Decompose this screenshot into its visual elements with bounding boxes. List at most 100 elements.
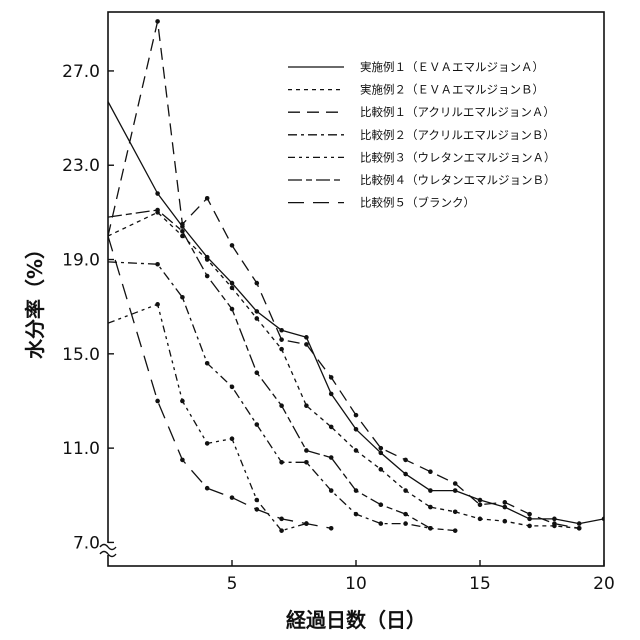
data-point — [478, 517, 483, 522]
data-point — [304, 460, 309, 465]
data-point — [304, 448, 309, 453]
x-tick-label: 20 — [593, 574, 615, 594]
data-point — [155, 19, 160, 24]
legend-label: 比較例３（ウレタンエマルジョンＡ） — [360, 150, 556, 164]
data-point — [155, 191, 160, 196]
data-point — [279, 403, 284, 408]
data-point — [205, 274, 210, 279]
data-point — [403, 512, 408, 517]
series-2 — [108, 210, 582, 530]
series-7 — [108, 236, 334, 531]
data-point — [230, 286, 235, 291]
data-point — [155, 262, 160, 267]
data-point — [354, 488, 359, 493]
data-point — [254, 309, 259, 314]
data-point — [205, 441, 210, 446]
y-tick-label: 19.0 — [62, 251, 100, 271]
data-point — [453, 528, 458, 533]
data-point — [428, 469, 433, 474]
series-line — [108, 212, 579, 528]
data-point — [527, 512, 532, 517]
y-tick-label: 15.0 — [62, 345, 100, 365]
data-point — [379, 451, 384, 456]
data-point — [279, 328, 284, 333]
data-point — [503, 500, 508, 505]
series-1 — [108, 102, 606, 526]
series-line — [108, 210, 455, 531]
data-point — [354, 448, 359, 453]
data-point — [428, 526, 433, 531]
data-point — [279, 337, 284, 342]
data-point — [403, 521, 408, 526]
data-point — [205, 196, 210, 201]
data-point — [453, 488, 458, 493]
series-line — [108, 236, 331, 528]
legend-label: 比較例４（ウレタンエマルジョンＢ） — [360, 173, 556, 187]
data-point — [155, 208, 160, 213]
data-point — [279, 347, 284, 352]
legend-entry-4: 比較例２（アクリルエマルジョンＢ） — [288, 128, 555, 142]
y-tick-label: 11.0 — [62, 439, 100, 459]
data-point — [230, 307, 235, 312]
data-point — [180, 399, 185, 404]
y-tick-label: 27.0 — [62, 62, 100, 82]
legend-label: 比較例１（アクリルエマルジョンＡ） — [360, 105, 555, 119]
data-point — [354, 413, 359, 418]
data-point — [205, 257, 210, 262]
data-point — [552, 517, 557, 522]
y-tick-label: 7.0 — [73, 533, 100, 553]
legend-entry-7: 比較例５（ブランク） — [288, 196, 475, 210]
legend-entry-1: 実施例１（ＥＶＡエマルジョンＡ） — [288, 60, 544, 74]
data-point — [379, 521, 384, 526]
data-point — [279, 517, 284, 522]
legend-entry-2: 実施例２（ＥＶＡエマルジョンＢ） — [288, 83, 544, 97]
data-point — [230, 385, 235, 390]
data-point — [304, 342, 309, 347]
data-point — [379, 467, 384, 472]
data-point — [478, 498, 483, 503]
data-point — [577, 521, 582, 526]
legend-label: 実施例２（ＥＶＡエマルジョンＢ） — [360, 83, 544, 97]
legend-entry-6: 比較例４（ウレタンエマルジョンＢ） — [288, 173, 556, 187]
data-point — [453, 509, 458, 514]
data-point — [403, 458, 408, 463]
data-point — [379, 502, 384, 507]
data-point — [403, 488, 408, 493]
data-point — [453, 481, 458, 486]
data-point — [230, 495, 235, 500]
data-point — [428, 505, 433, 510]
x-tick-label: 15 — [469, 574, 491, 594]
data-point — [527, 524, 532, 529]
data-point — [230, 243, 235, 248]
data-point — [379, 446, 384, 451]
legend-entry-5: 比較例３（ウレタンエマルジョンＡ） — [288, 150, 556, 164]
data-point — [279, 528, 284, 533]
series-line — [108, 262, 430, 528]
data-point — [428, 488, 433, 493]
series-4 — [108, 262, 433, 531]
data-point — [205, 361, 210, 366]
data-point — [354, 512, 359, 517]
data-point — [478, 502, 483, 507]
data-point — [180, 295, 185, 300]
data-point — [552, 521, 557, 526]
x-axis-title: 経過日数（日） — [286, 608, 426, 632]
legend-label: 実施例１（ＥＶＡエマルジョンＡ） — [360, 60, 544, 74]
data-point — [329, 392, 334, 397]
data-point — [205, 486, 210, 491]
legend-label: 比較例５（ブランク） — [360, 196, 475, 210]
data-point — [155, 399, 160, 404]
series-line — [108, 304, 306, 530]
data-point — [503, 519, 508, 524]
data-point — [180, 229, 185, 234]
data-point — [230, 281, 235, 286]
data-point — [180, 458, 185, 463]
legend-label: 比較例２（アクリルエマルジョンＢ） — [360, 128, 555, 142]
data-point — [329, 488, 334, 493]
data-point — [254, 281, 259, 286]
data-point — [304, 521, 309, 526]
data-point — [577, 526, 582, 531]
data-point — [254, 498, 259, 503]
data-point — [403, 472, 408, 477]
